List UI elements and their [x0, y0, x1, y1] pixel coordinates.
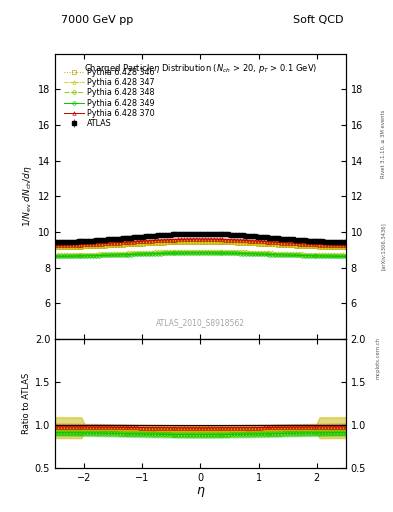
Pythia 6.428 347 — [196, 238, 201, 244]
Pythia 6.428 346 — [332, 244, 336, 250]
Pythia 6.428 349 — [343, 253, 348, 260]
Line: Pythia 6.428 370: Pythia 6.428 370 — [53, 238, 347, 247]
Pythia 6.428 348 — [229, 249, 233, 255]
Pythia 6.428 348 — [120, 250, 125, 257]
Line: Pythia 6.428 348: Pythia 6.428 348 — [53, 250, 347, 257]
Pythia 6.428 346 — [206, 239, 210, 245]
Pythia 6.428 349 — [206, 250, 210, 256]
Pythia 6.428 347 — [229, 239, 233, 245]
Pythia 6.428 370 — [229, 237, 233, 243]
Pythia 6.428 370 — [332, 242, 336, 248]
Pythia 6.428 347 — [323, 243, 328, 249]
Pythia 6.428 370 — [196, 236, 201, 242]
Text: Rivet 3.1.10, ≥ 3M events: Rivet 3.1.10, ≥ 3M events — [381, 109, 386, 178]
Pythia 6.428 346 — [108, 242, 113, 248]
Pythia 6.428 349 — [332, 253, 336, 260]
Y-axis label: Ratio to ATLAS: Ratio to ATLAS — [22, 373, 31, 434]
Pythia 6.428 370 — [323, 242, 328, 248]
Pythia 6.428 347 — [108, 241, 113, 247]
Pythia 6.428 347 — [53, 243, 57, 249]
Pythia 6.428 346 — [53, 244, 57, 250]
Text: Charged Particle$\eta$ Distribution ($N_{ch}$ > 20, $p_T$ > 0.1 GeV): Charged Particle$\eta$ Distribution ($N_… — [84, 62, 317, 75]
Pythia 6.428 346 — [196, 239, 201, 245]
Pythia 6.428 346 — [120, 242, 125, 248]
Y-axis label: $1/N_\mathrm{ev}\;dN_\mathrm{ch}/d\eta$: $1/N_\mathrm{ev}\;dN_\mathrm{ch}/d\eta$ — [20, 165, 34, 227]
Text: [arXiv:1306.3436]: [arXiv:1306.3436] — [381, 222, 386, 270]
Pythia 6.428 370 — [120, 239, 125, 245]
Line: Pythia 6.428 346: Pythia 6.428 346 — [53, 240, 347, 249]
Pythia 6.428 347 — [332, 243, 336, 249]
Pythia 6.428 348 — [206, 248, 210, 254]
Text: 7000 GeV pp: 7000 GeV pp — [61, 14, 133, 25]
Text: Soft QCD: Soft QCD — [294, 14, 344, 25]
Pythia 6.428 347 — [206, 238, 210, 244]
Pythia 6.428 349 — [53, 253, 57, 260]
Pythia 6.428 370 — [108, 240, 113, 246]
Pythia 6.428 347 — [343, 243, 348, 249]
Line: Pythia 6.428 347: Pythia 6.428 347 — [53, 239, 347, 248]
Text: ATLAS_2010_S8918562: ATLAS_2010_S8918562 — [156, 318, 245, 328]
Legend: Pythia 6.428 346, Pythia 6.428 347, Pythia 6.428 348, Pythia 6.428 349, Pythia 6: Pythia 6.428 346, Pythia 6.428 347, Pyth… — [62, 67, 156, 130]
Pythia 6.428 348 — [53, 252, 57, 259]
Pythia 6.428 348 — [332, 252, 336, 259]
Pythia 6.428 346 — [229, 239, 233, 245]
X-axis label: $\eta$: $\eta$ — [196, 485, 205, 499]
Pythia 6.428 349 — [323, 253, 328, 259]
Pythia 6.428 348 — [196, 248, 201, 254]
Pythia 6.428 349 — [120, 252, 125, 258]
Pythia 6.428 346 — [323, 244, 328, 250]
Pythia 6.428 348 — [108, 251, 113, 257]
Pythia 6.428 349 — [229, 250, 233, 257]
Pythia 6.428 349 — [108, 252, 113, 258]
Pythia 6.428 349 — [196, 250, 201, 256]
Pythia 6.428 370 — [206, 236, 210, 242]
Pythia 6.428 348 — [343, 252, 348, 259]
Pythia 6.428 370 — [343, 242, 348, 248]
Pythia 6.428 348 — [323, 252, 328, 258]
Line: Pythia 6.428 349: Pythia 6.428 349 — [53, 251, 347, 258]
Pythia 6.428 370 — [53, 242, 57, 248]
Pythia 6.428 346 — [343, 244, 348, 250]
Text: mcplots.cern.ch: mcplots.cern.ch — [376, 337, 381, 379]
Pythia 6.428 347 — [120, 241, 125, 247]
